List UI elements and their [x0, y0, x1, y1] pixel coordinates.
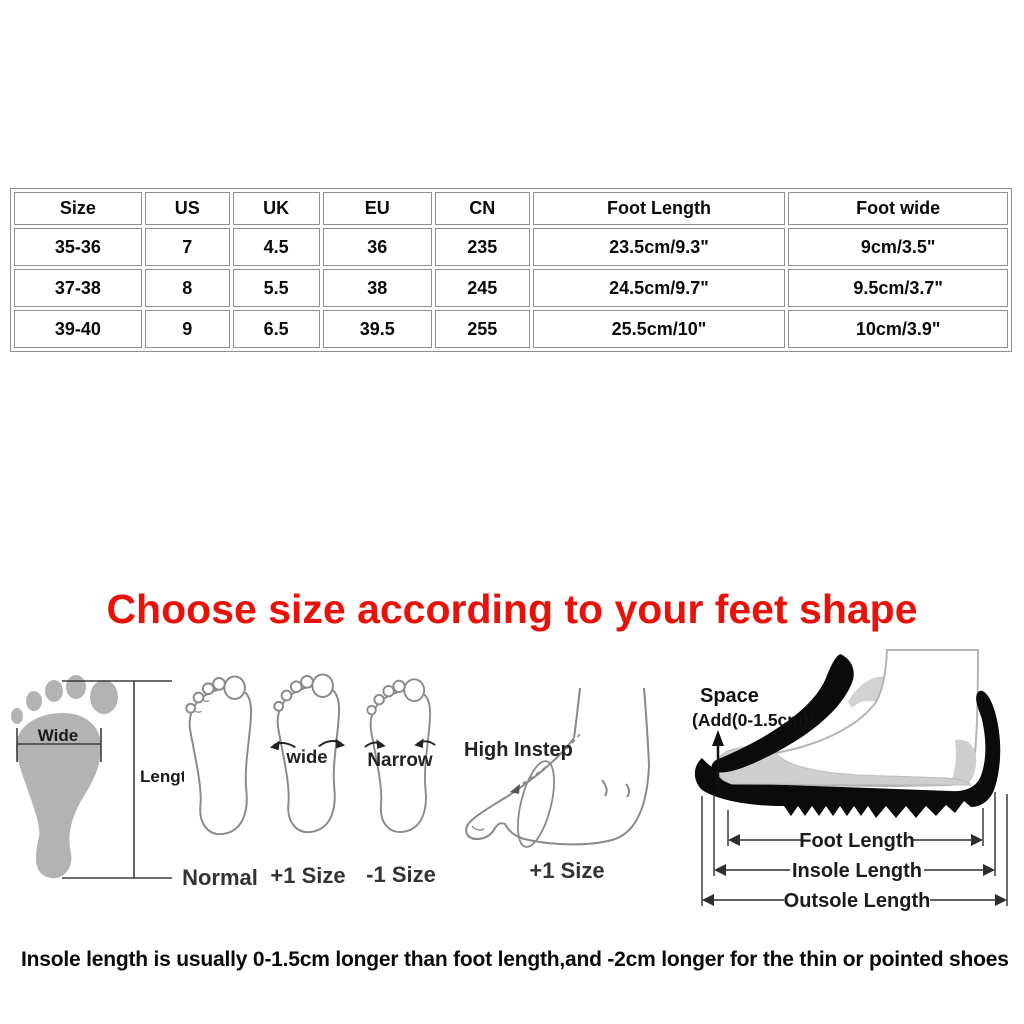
- table-cell: 10cm/3.9": [788, 310, 1008, 348]
- table-cell: 245: [434, 269, 530, 307]
- size-table: Size US UK EU CN Foot Length Foot wide 3…: [10, 188, 1012, 352]
- table-cell: 37-38: [14, 269, 142, 307]
- table-cell: 39-40: [14, 310, 142, 348]
- space-label: Space: [700, 685, 759, 707]
- column-header-us: US: [144, 192, 230, 225]
- normal-foot-icon: [185, 675, 253, 836]
- insole-length-measure: Insole Length: [714, 858, 995, 882]
- outsole-length-label: Outsole Length: [784, 890, 931, 912]
- table-cell: 9cm/3.5": [788, 228, 1008, 266]
- wide-foot-figure: wide +1 Size: [264, 670, 352, 889]
- wide-annotation: wide: [285, 746, 327, 767]
- table-cell: 36: [322, 228, 432, 266]
- table-cell: 255: [434, 310, 530, 348]
- table-cell: 6.5: [232, 310, 320, 348]
- column-header-foot-wide: Foot wide: [788, 192, 1008, 225]
- table-cell: 38: [322, 269, 432, 307]
- insole-icon: [715, 746, 972, 786]
- wide-label: Wide: [38, 726, 78, 745]
- table-cell: 235: [434, 228, 530, 266]
- measure-guides: [701, 792, 1008, 906]
- table-cell: 4.5: [232, 228, 320, 266]
- normal-caption: Normal: [182, 865, 258, 890]
- table-cell: 23.5cm/9.3": [532, 228, 786, 266]
- outsole-icon: [694, 690, 1001, 818]
- normal-foot-figure: Normal: [176, 672, 264, 891]
- table-cell: 5.5: [232, 269, 320, 307]
- narrow-annotation: Narrow: [367, 750, 433, 771]
- table-cell: 8: [144, 269, 230, 307]
- table-cell: 24.5cm/9.7": [532, 269, 786, 307]
- column-header-foot-length: Foot Length: [532, 192, 786, 225]
- column-header-cn: CN: [434, 192, 530, 225]
- table-header-row: Size US UK EU CN Foot Length Foot wide: [14, 192, 1008, 225]
- table-cell: 35-36: [14, 228, 142, 266]
- table-row: 39-40 9 6.5 39.5 255 25.5cm/10" 10cm/3.9…: [14, 310, 1008, 348]
- column-header-size: Size: [14, 192, 142, 225]
- footprint-icon: [11, 675, 118, 879]
- length-label: Length: [140, 767, 184, 786]
- shoe-opening-band: [711, 654, 854, 773]
- measure-lines: [16, 680, 172, 879]
- instep-caption: +1 Size: [529, 858, 605, 883]
- instep-annotation: High Instep: [464, 739, 573, 761]
- table-cell: 9: [144, 310, 230, 348]
- shoe-diagram-icon: Space (Add(0-1.5cm)) Foot Length: [692, 649, 1008, 912]
- narrow-caption: -1 Size: [366, 862, 436, 887]
- footprint-figure: Wide Length: [4, 670, 197, 890]
- table-cell: 25.5cm/10": [532, 310, 786, 348]
- wide-caption: +1 Size: [270, 863, 346, 888]
- outsole-length-measure: Outsole Length: [702, 888, 1007, 912]
- table-row: 35-36 7 4.5 36 235 23.5cm/9.3" 9cm/3.5": [14, 228, 1008, 266]
- foot-length-label: Foot Length: [799, 830, 915, 852]
- table-row: 37-38 8 5.5 38 245 24.5cm/9.7" 9.5cm/3.7…: [14, 269, 1008, 307]
- table-cell: 9.5cm/3.7": [788, 269, 1008, 307]
- section-heading: Choose size according to your feet shape: [106, 586, 918, 632]
- footprint-measure-diagram: Wide Length: [11, 675, 197, 879]
- table-cell: 7: [144, 228, 230, 266]
- space-note: (Add(0-1.5cm)): [692, 710, 815, 730]
- insole-length-label: Insole Length: [792, 860, 922, 882]
- narrow-foot-figure: Narrow -1 Size: [356, 675, 446, 888]
- wide-foot-icon: wide: [269, 673, 346, 834]
- column-header-uk: UK: [232, 192, 320, 225]
- footnote-text: Insole length is usually 0-1.5cm longer …: [21, 948, 1009, 971]
- narrow-foot-icon: Narrow: [364, 678, 436, 833]
- table-cell: 39.5: [322, 310, 432, 348]
- high-instep-figure: High Instep +1 Size: [450, 687, 662, 888]
- high-instep-foot-icon: High Instep: [464, 687, 650, 848]
- column-header-eu: EU: [322, 192, 432, 225]
- shoe-measure-figure: Space (Add(0-1.5cm)) Foot Length: [690, 644, 1024, 927]
- foot-length-measure: Foot Length: [728, 828, 983, 852]
